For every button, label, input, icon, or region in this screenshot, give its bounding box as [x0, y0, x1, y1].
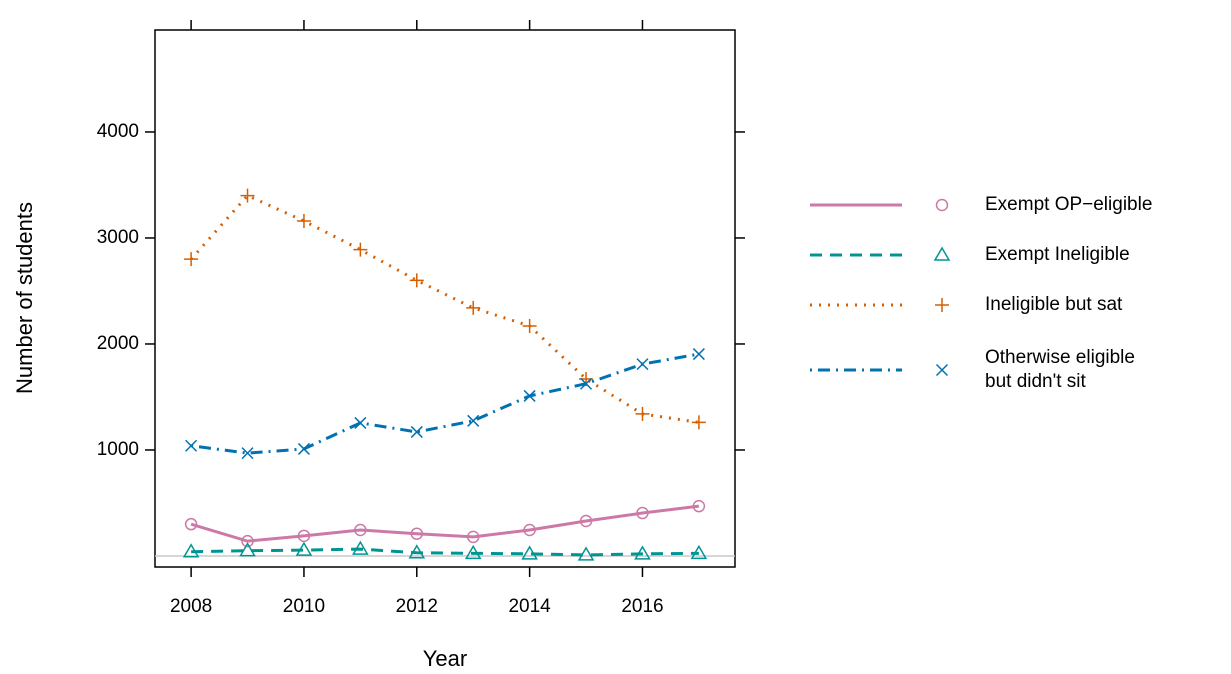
marker — [933, 246, 951, 261]
marker — [354, 416, 367, 429]
legend-label: Exempt Ineligible — [985, 244, 1130, 265]
marker — [636, 506, 649, 520]
marker — [935, 198, 949, 212]
x-tick-label: 2012 — [396, 596, 438, 617]
marker — [466, 530, 480, 544]
x-tick-label: 2008 — [170, 596, 212, 617]
series-line — [190, 352, 700, 455]
marker — [691, 415, 706, 430]
marker — [935, 363, 949, 377]
marker — [241, 447, 254, 460]
legend-label: Exempt OP−eligible — [985, 194, 1153, 215]
marker — [464, 544, 482, 560]
series-line — [191, 547, 699, 557]
panel-border — [154, 29, 736, 568]
marker — [240, 188, 255, 203]
marker — [635, 406, 650, 421]
marker — [184, 252, 199, 267]
series-line — [190, 504, 700, 543]
marker — [408, 544, 426, 559]
y-tick-label: 1000 — [97, 439, 139, 460]
marker — [466, 300, 481, 315]
marker — [636, 358, 649, 371]
marker — [467, 414, 480, 427]
x-tick-label: 2014 — [508, 596, 551, 617]
marker — [352, 540, 369, 555]
x-tick-label: 2010 — [283, 596, 325, 617]
marker — [579, 514, 593, 528]
marker — [522, 318, 537, 333]
marker — [184, 517, 198, 531]
marker — [353, 242, 368, 257]
marker — [410, 425, 423, 438]
marker — [634, 545, 651, 560]
x-tick-label: 2016 — [621, 596, 663, 617]
marker — [580, 377, 593, 390]
marker — [521, 545, 538, 560]
marker — [182, 543, 200, 558]
marker — [297, 529, 311, 543]
marker — [692, 499, 706, 513]
marker — [577, 546, 595, 561]
y-tick-label: 2000 — [97, 333, 139, 354]
marker — [239, 542, 256, 557]
marker — [295, 541, 313, 556]
y-axis-title: Number of students — [12, 202, 37, 394]
x-axis-title: Year — [423, 646, 467, 671]
marker — [297, 442, 310, 455]
y-tick-label: 4000 — [97, 121, 139, 142]
marker — [185, 439, 198, 452]
marker — [296, 214, 311, 229]
marker — [935, 298, 949, 312]
marker — [410, 527, 424, 540]
series-line — [189, 193, 700, 424]
legend-label: Ineligible but sat — [985, 294, 1123, 315]
legend-label: Otherwise eligible but didn't sit — [985, 347, 1135, 392]
marker — [523, 389, 536, 402]
marker — [523, 523, 536, 537]
y-tick-label: 3000 — [97, 227, 139, 248]
marker — [692, 348, 705, 361]
marker — [241, 534, 254, 548]
marker — [409, 273, 424, 288]
marker — [690, 544, 708, 560]
marker — [354, 523, 367, 537]
